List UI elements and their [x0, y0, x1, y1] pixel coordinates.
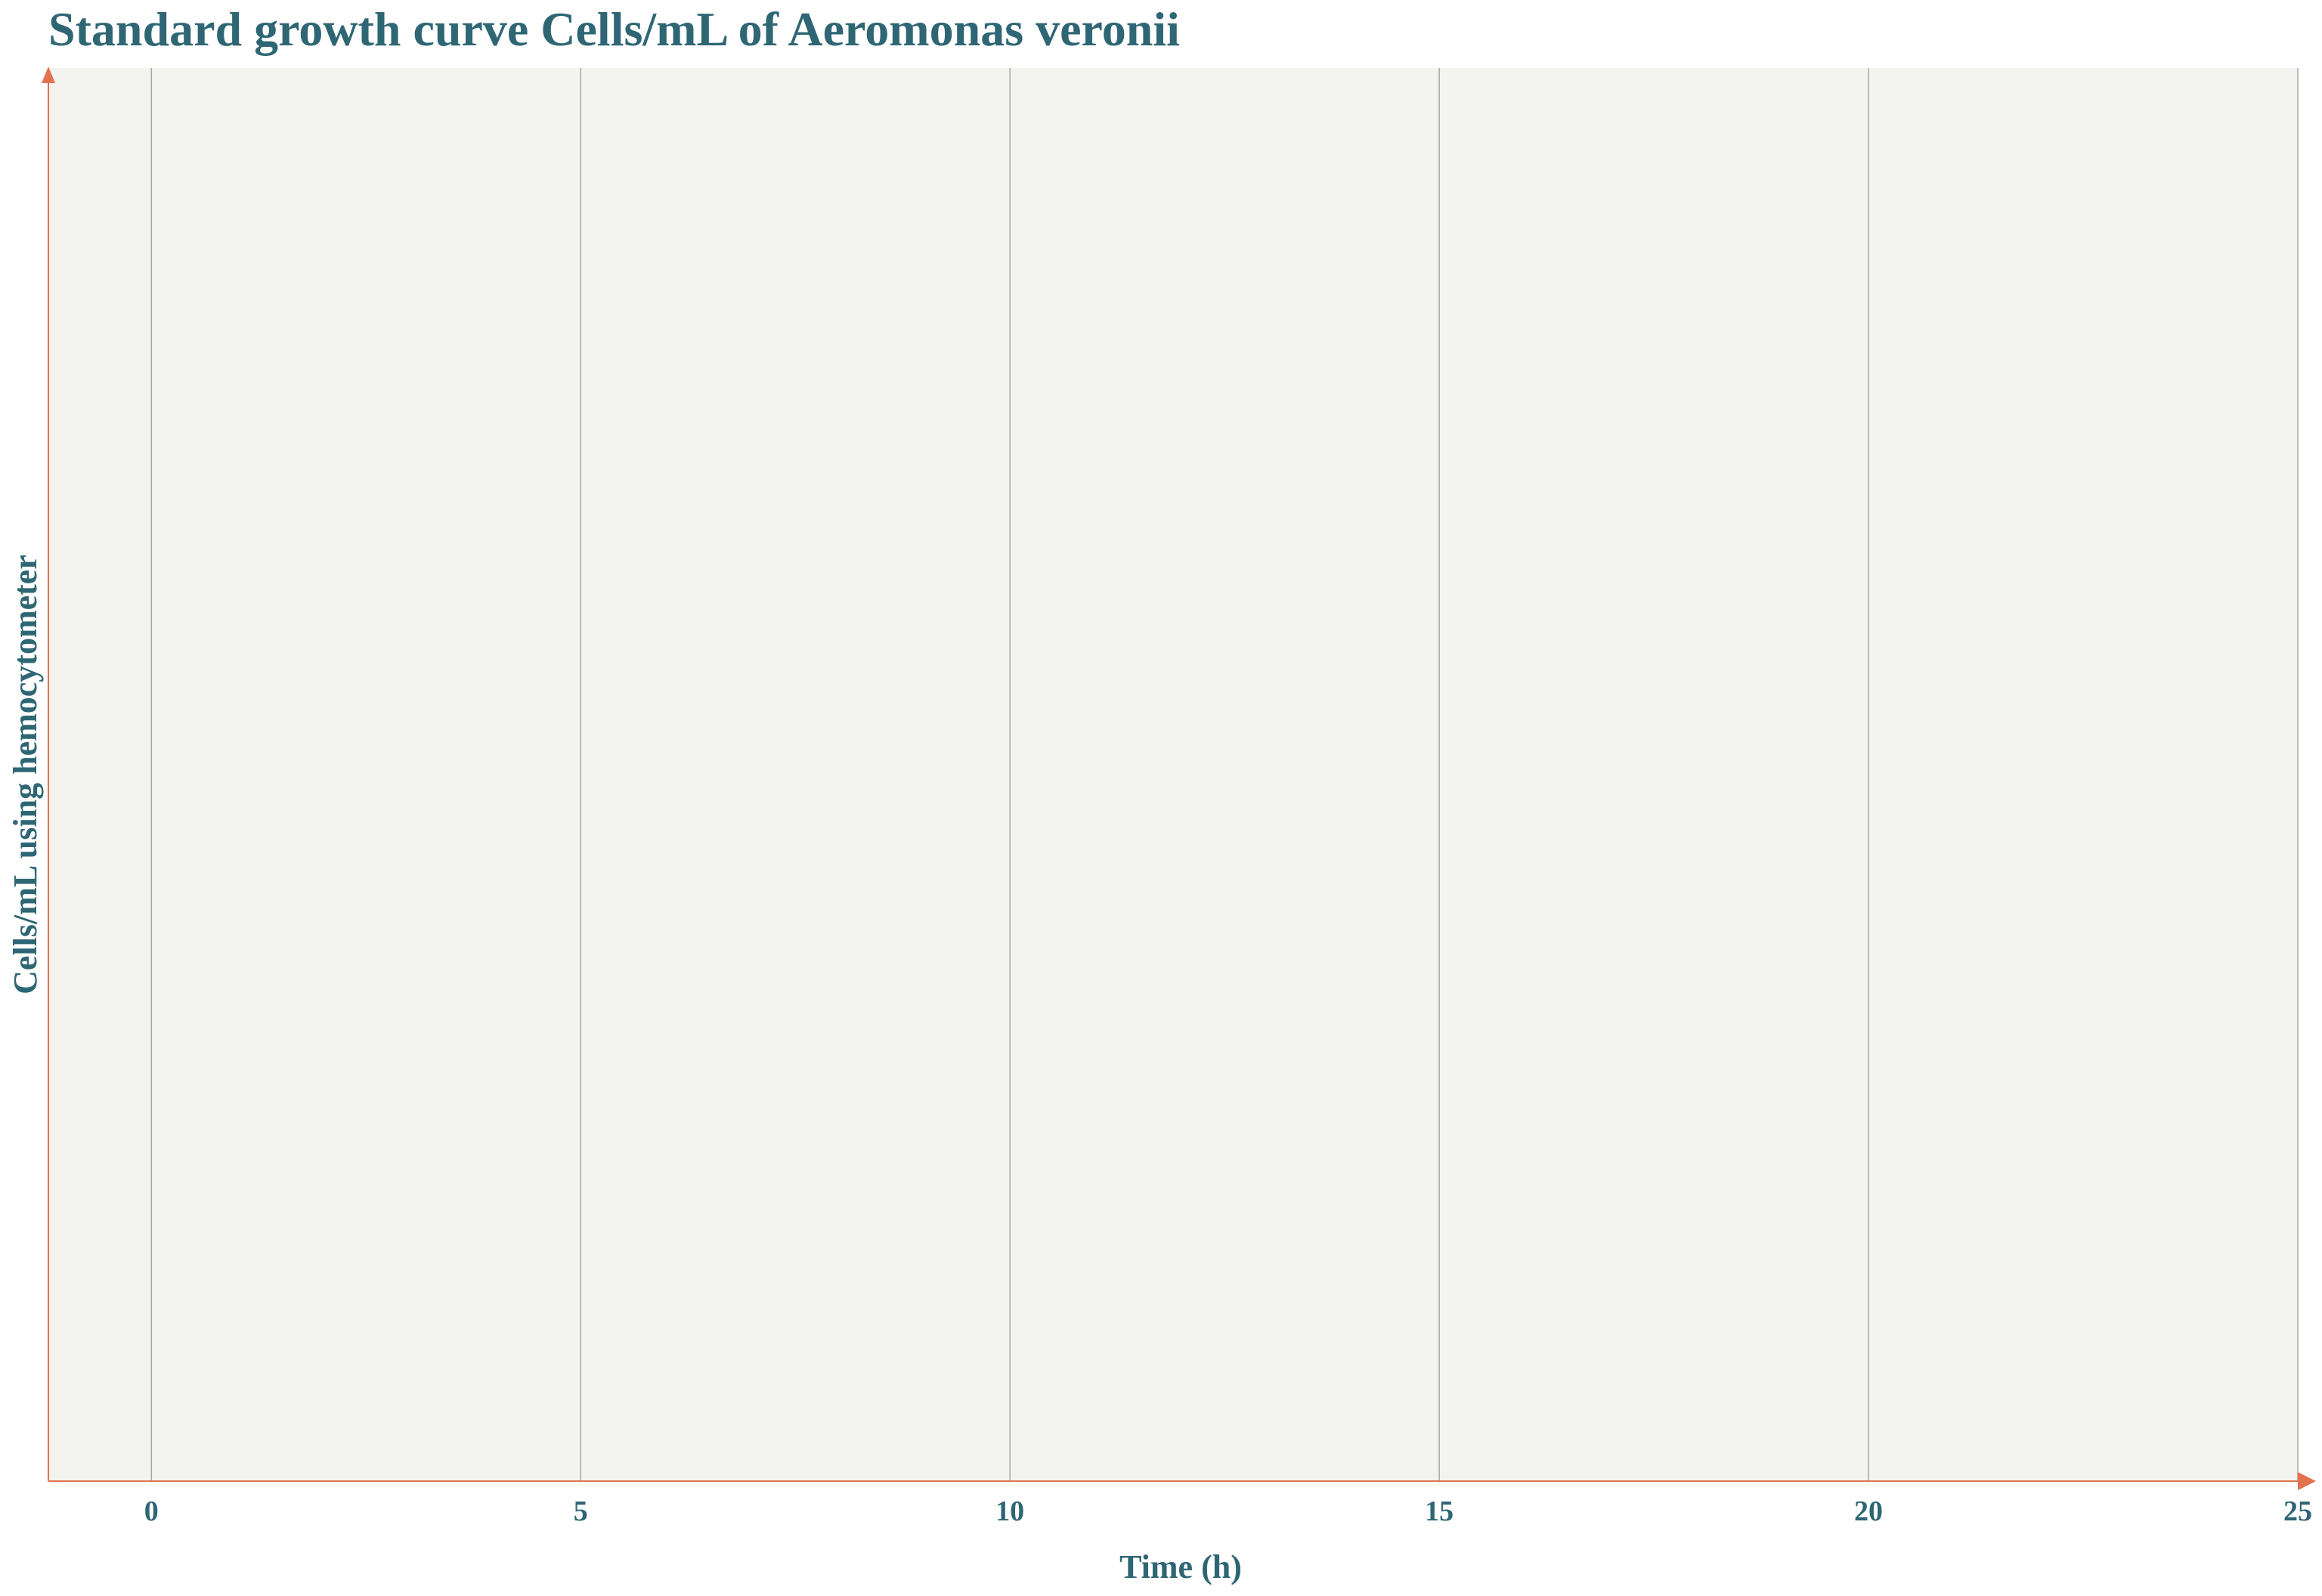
- x-axis-arrow: [2298, 1472, 2316, 1490]
- x-tick-label: 20: [1854, 1495, 1883, 1527]
- x-ticks: 0 5 10 15 20 25: [144, 1495, 2312, 1527]
- y-axis-label: Cells/mL using hemocytometer: [7, 555, 44, 994]
- x-tick-label: 5: [574, 1495, 588, 1527]
- x-tick-label: 15: [1425, 1495, 1454, 1527]
- grid-lines: [150, 68, 2299, 1481]
- plot-background: [48, 68, 2298, 1481]
- x-tick-label: 25: [2283, 1495, 2312, 1527]
- x-tick-label: 0: [144, 1495, 159, 1527]
- x-axis-label: Time (h): [1119, 1548, 1242, 1585]
- chart-title: Standard growth curve Cells/mL of Aeromo…: [48, 2, 1180, 56]
- y-axis-arrow: [42, 66, 55, 83]
- x-tick-label: 10: [995, 1495, 1024, 1527]
